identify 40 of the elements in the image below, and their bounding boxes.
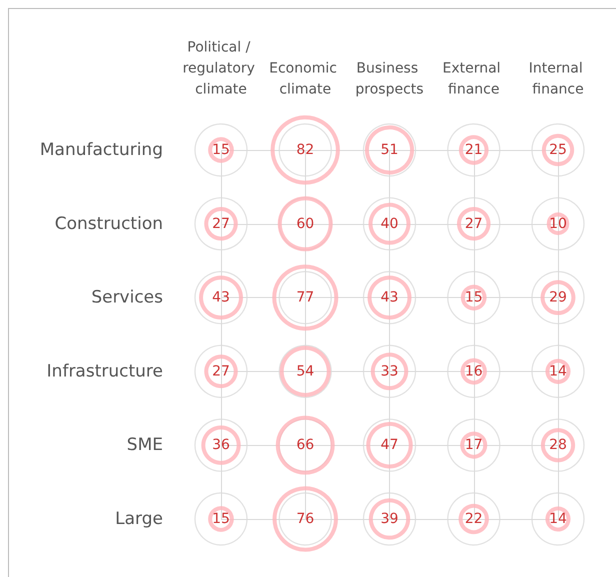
y-tick-label: SME xyxy=(126,435,163,456)
data-label: 51 xyxy=(380,142,398,158)
data-label: 15 xyxy=(212,511,230,527)
data-label: 27 xyxy=(212,363,230,380)
x-tick-label: External finance xyxy=(442,60,506,98)
data-label: 28 xyxy=(549,437,567,454)
y-tick-label: Construction xyxy=(54,214,163,234)
x-tick-label: Internal finance xyxy=(528,60,588,98)
data-label: 27 xyxy=(464,216,483,232)
x-tick-label: Economic climate xyxy=(269,60,342,98)
data-label: 77 xyxy=(296,290,314,306)
data-label: 15 xyxy=(212,142,230,158)
data-label: 29 xyxy=(549,290,567,306)
data-label: 25 xyxy=(549,142,567,158)
data-label: 33 xyxy=(380,363,398,380)
data-label: 27 xyxy=(212,216,230,232)
data-label: 39 xyxy=(380,511,398,527)
data-label: 43 xyxy=(380,290,398,306)
data-label: 66 xyxy=(296,437,314,454)
x-tick-label: Business prospects xyxy=(355,60,424,98)
data-label: 43 xyxy=(212,290,230,306)
y-tick-label: Manufacturing xyxy=(40,140,163,160)
data-label: 76 xyxy=(296,511,314,527)
data-label: 17 xyxy=(464,437,483,454)
data-label: 47 xyxy=(380,437,398,454)
data-label: 54 xyxy=(296,363,314,380)
data-label: 16 xyxy=(464,363,483,380)
y-tick-label: Services xyxy=(91,288,164,308)
data-label: 36 xyxy=(212,437,230,454)
data-label: 10 xyxy=(549,216,567,232)
y-tick-label: Infrastructure xyxy=(46,361,163,382)
data-label: 14 xyxy=(549,363,567,380)
y-tick-label: Large xyxy=(115,509,163,529)
x-tick-label: Political / regulatory climate xyxy=(182,40,260,98)
data-label: 22 xyxy=(464,511,483,527)
data-label: 21 xyxy=(464,142,483,158)
data-label: 14 xyxy=(549,511,567,527)
data-label: 40 xyxy=(380,216,398,232)
data-label: 82 xyxy=(296,142,314,158)
data-label: 15 xyxy=(464,290,483,306)
